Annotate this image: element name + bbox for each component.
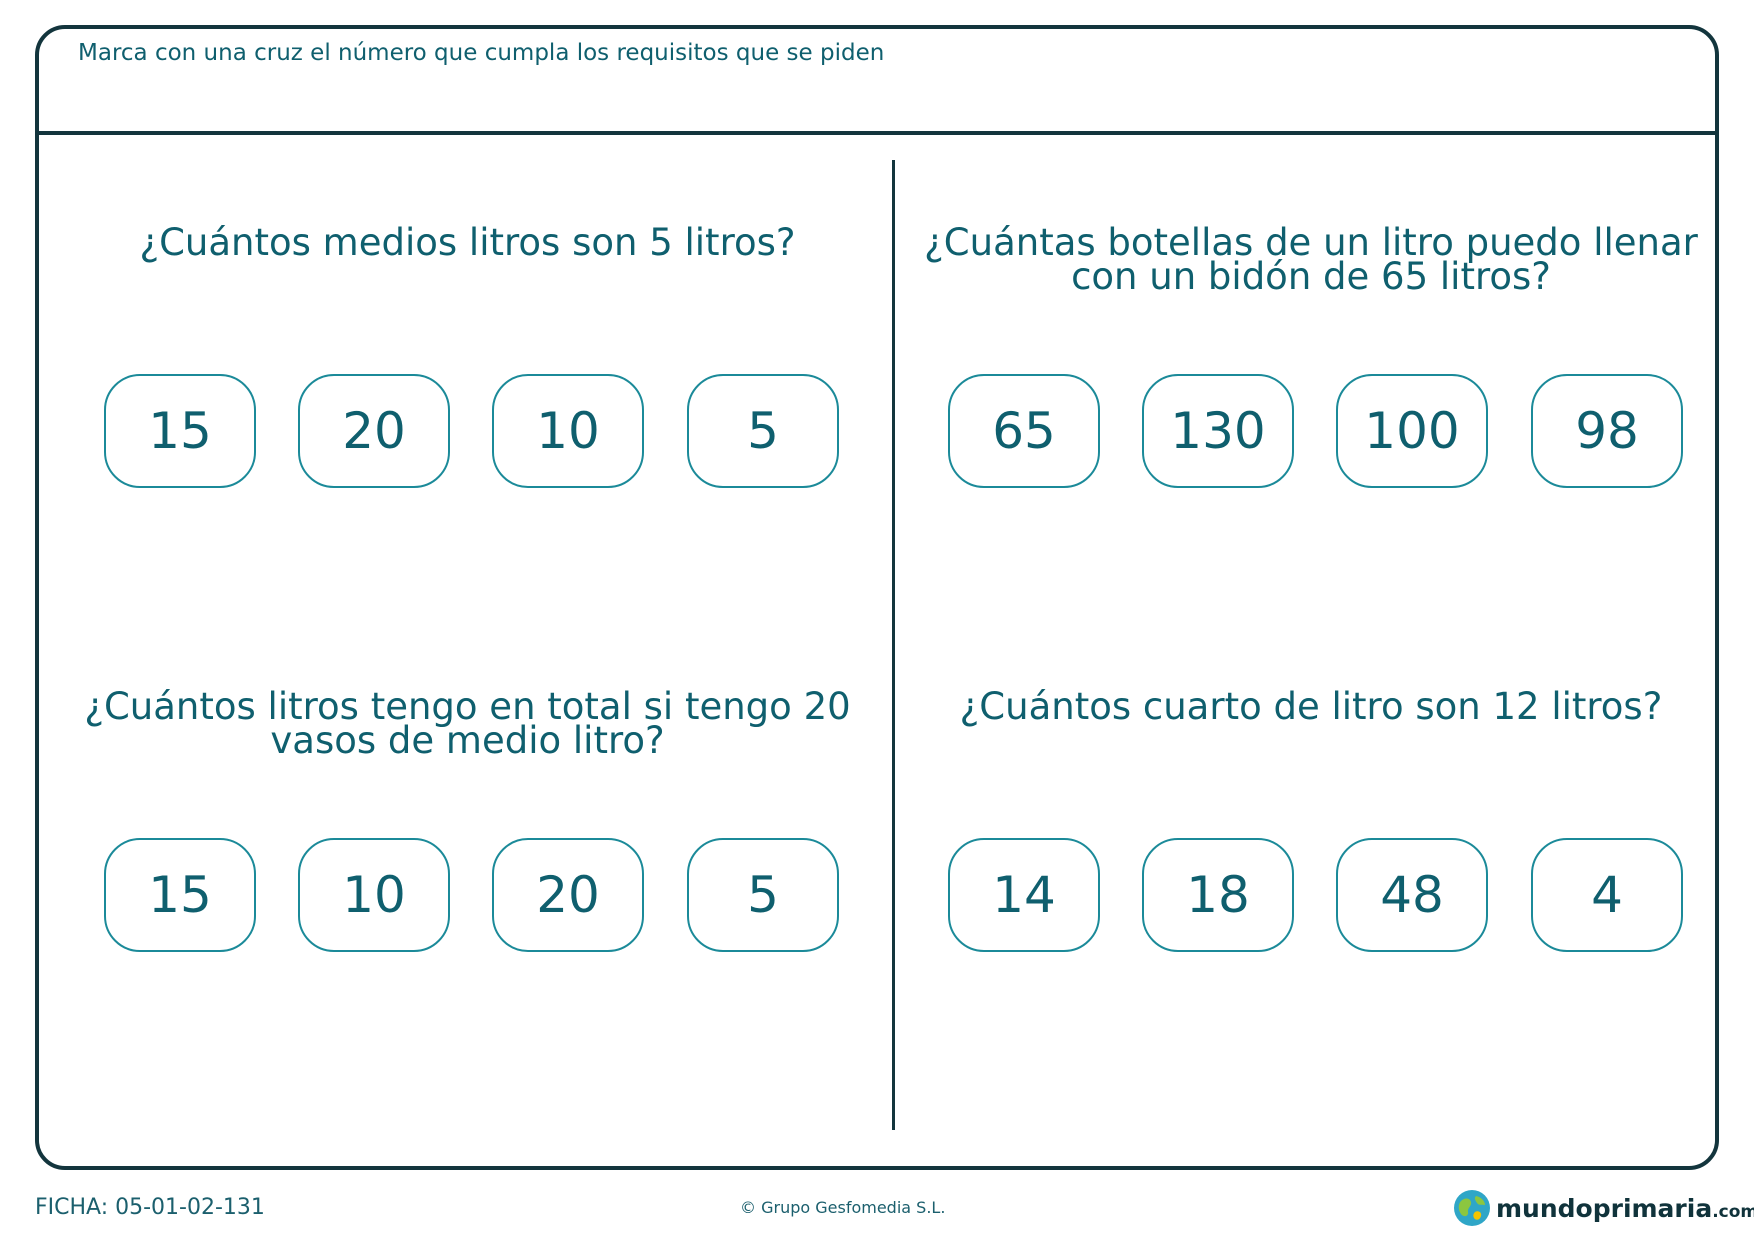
q2-option-3[interactable]: 100 — [1336, 374, 1488, 488]
q3-option-1[interactable]: 15 — [104, 838, 256, 952]
mundoprimaria-logo[interactable]: mundoprimaria.com — [1452, 1187, 1754, 1229]
q1-option-1[interactable]: 15 — [104, 374, 256, 488]
q4-option-4[interactable]: 4 — [1531, 838, 1683, 952]
question-3-line-2: vasos de medio litro? — [270, 719, 665, 762]
q2-option-1[interactable]: 65 — [948, 374, 1100, 488]
q4-option-2[interactable]: 18 — [1142, 838, 1294, 952]
question-1-line-1: ¿Cuántos medios litros son 5 litros? — [139, 221, 796, 264]
instruction-text: Marca con una cruz el número que cumpla … — [78, 40, 885, 66]
logo-domain-text: .com — [1712, 1201, 1754, 1222]
question-2-line-2: con un bidón de 65 litros? — [1071, 255, 1551, 298]
question-3-line-1: ¿Cuántos litros tengo en total si tengo … — [84, 685, 851, 728]
q2-option-4[interactable]: 98 — [1531, 374, 1683, 488]
question-4-line-1: ¿Cuántos cuarto de litro son 12 litros? — [959, 685, 1663, 728]
center-divider — [892, 160, 895, 1130]
copyright-text: © Grupo Gesfomedia S.L. — [740, 1198, 946, 1217]
question-2-line-1: ¿Cuántas botellas de un litro puedo llen… — [924, 221, 1698, 264]
q2-option-2[interactable]: 130 — [1142, 374, 1294, 488]
q1-option-3[interactable]: 10 — [492, 374, 644, 488]
question-4: ¿Cuántos cuarto de litro son 12 litros? — [905, 685, 1717, 728]
question-3: ¿Cuántos litros tengo en total si tengo … — [60, 685, 875, 762]
q3-option-3[interactable]: 20 — [492, 838, 644, 952]
q3-option-2[interactable]: 10 — [298, 838, 450, 952]
question-1: ¿Cuántos medios litros son 5 litros? — [60, 221, 875, 264]
q1-option-4[interactable]: 5 — [687, 374, 839, 488]
q4-option-1[interactable]: 14 — [948, 838, 1100, 952]
q1-option-2[interactable]: 20 — [298, 374, 450, 488]
question-2: ¿Cuántas botellas de un litro puedo llen… — [905, 221, 1717, 298]
q4-option-3[interactable]: 48 — [1336, 838, 1488, 952]
logo-wordmark: mundoprimaria.com — [1496, 1194, 1754, 1223]
logo-main-text: mundoprimaria — [1496, 1193, 1713, 1223]
worksheet-code: FICHA: 05-01-02-131 — [35, 1195, 265, 1220]
globe-icon — [1454, 1190, 1490, 1226]
q3-option-4[interactable]: 5 — [687, 838, 839, 952]
header-divider — [35, 131, 1719, 135]
worksheet-frame — [35, 25, 1719, 1170]
